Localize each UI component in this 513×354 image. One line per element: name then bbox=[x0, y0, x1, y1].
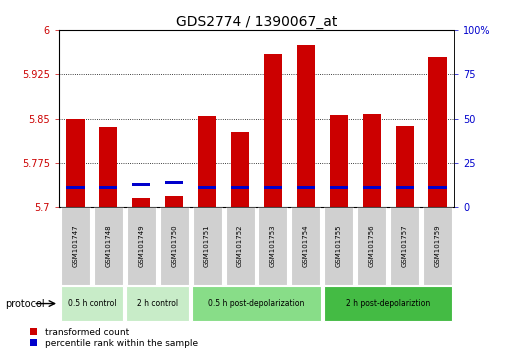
Text: GSM101754: GSM101754 bbox=[303, 225, 309, 267]
Bar bbox=[193, 207, 222, 285]
Text: GSM101753: GSM101753 bbox=[270, 225, 276, 267]
Bar bbox=[428, 187, 447, 189]
Bar bbox=[396, 187, 413, 189]
Bar bbox=[231, 187, 249, 189]
Bar bbox=[363, 187, 381, 189]
Bar bbox=[94, 207, 123, 285]
Bar bbox=[127, 286, 189, 321]
Bar bbox=[198, 116, 216, 207]
Bar bbox=[165, 196, 183, 207]
Bar bbox=[264, 187, 282, 189]
Text: protocol: protocol bbox=[5, 298, 45, 309]
Text: GSM101752: GSM101752 bbox=[237, 225, 243, 267]
Text: 0.5 h post-depolarization: 0.5 h post-depolarization bbox=[208, 299, 305, 308]
Bar bbox=[192, 286, 321, 321]
Bar bbox=[259, 207, 287, 285]
Bar bbox=[396, 126, 413, 207]
Bar bbox=[390, 207, 419, 285]
Bar bbox=[330, 115, 348, 207]
Bar bbox=[363, 114, 381, 207]
Bar bbox=[160, 207, 189, 285]
Text: 2 h post-depolariztion: 2 h post-depolariztion bbox=[346, 299, 430, 308]
Bar bbox=[61, 207, 90, 285]
Bar bbox=[100, 187, 117, 189]
Bar bbox=[198, 187, 216, 189]
Text: GSM101759: GSM101759 bbox=[435, 225, 441, 267]
Bar bbox=[132, 198, 150, 207]
Bar bbox=[100, 127, 117, 207]
Bar bbox=[132, 183, 150, 186]
Text: GSM101755: GSM101755 bbox=[336, 225, 342, 267]
Bar bbox=[165, 181, 183, 184]
Bar bbox=[324, 207, 353, 285]
Text: GSM101748: GSM101748 bbox=[105, 225, 111, 267]
Bar bbox=[231, 132, 249, 207]
Text: 2 h control: 2 h control bbox=[137, 299, 179, 308]
Bar bbox=[357, 207, 386, 285]
Bar bbox=[264, 54, 282, 207]
Title: GDS2774 / 1390067_at: GDS2774 / 1390067_at bbox=[176, 15, 337, 29]
Bar bbox=[127, 207, 156, 285]
Text: GSM101747: GSM101747 bbox=[72, 225, 78, 267]
Bar bbox=[428, 57, 447, 207]
Bar bbox=[423, 207, 452, 285]
Text: 0.5 h control: 0.5 h control bbox=[68, 299, 116, 308]
Text: GSM101749: GSM101749 bbox=[139, 225, 144, 267]
Bar bbox=[61, 286, 123, 321]
Bar bbox=[66, 187, 85, 189]
Bar bbox=[330, 187, 348, 189]
Bar bbox=[297, 187, 315, 189]
Text: GSM101757: GSM101757 bbox=[402, 225, 408, 267]
Text: GSM101751: GSM101751 bbox=[204, 225, 210, 267]
Bar bbox=[297, 45, 315, 207]
Bar bbox=[324, 286, 452, 321]
Bar bbox=[226, 207, 254, 285]
Text: GSM101756: GSM101756 bbox=[369, 225, 374, 267]
Bar bbox=[291, 207, 320, 285]
Text: GSM101750: GSM101750 bbox=[171, 225, 177, 267]
Legend: transformed count, percentile rank within the sample: transformed count, percentile rank withi… bbox=[30, 328, 198, 348]
Bar bbox=[66, 119, 85, 207]
